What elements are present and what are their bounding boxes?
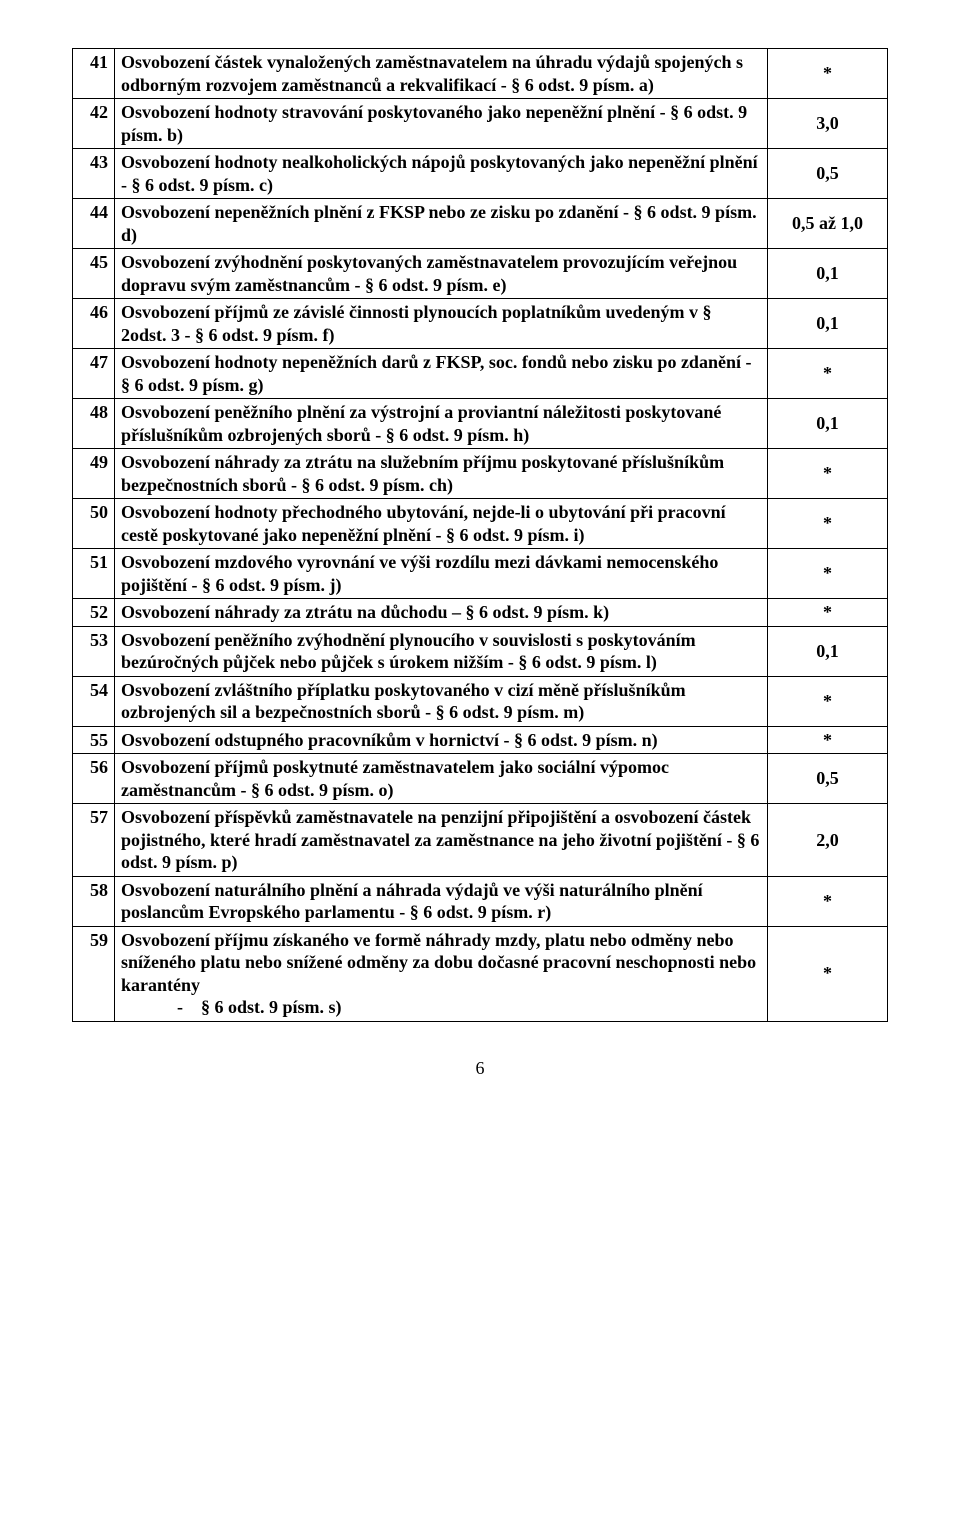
row-number: 58 <box>73 876 115 926</box>
row-description: Osvobození příjmů poskytnuté zaměstnavat… <box>115 754 768 804</box>
row-value: * <box>768 449 888 499</box>
row-value: 0,5 <box>768 149 888 199</box>
row-value: 0,1 <box>768 299 888 349</box>
row-number: 45 <box>73 249 115 299</box>
table-row: 43Osvobození hodnoty nealkoholických náp… <box>73 149 888 199</box>
row-value: 0,1 <box>768 249 888 299</box>
row-value: * <box>768 676 888 726</box>
row-number: 41 <box>73 49 115 99</box>
row-description: Osvobození náhrady za ztrátu na služební… <box>115 449 768 499</box>
page-number: 6 <box>72 1058 888 1079</box>
page: 41Osvobození částek vynaložených zaměstn… <box>0 0 960 1119</box>
table-row: 41Osvobození částek vynaložených zaměstn… <box>73 49 888 99</box>
row-description: Osvobození příspěvků zaměstnavatele na p… <box>115 804 768 877</box>
row-value: 0,1 <box>768 626 888 676</box>
row-number: 42 <box>73 99 115 149</box>
row-number: 44 <box>73 199 115 249</box>
row-value: 0,5 až 1,0 <box>768 199 888 249</box>
row-value: * <box>768 49 888 99</box>
row-number: 46 <box>73 299 115 349</box>
row-description: Osvobození částek vynaložených zaměstnav… <box>115 49 768 99</box>
row-number: 54 <box>73 676 115 726</box>
table-row: 59Osvobození příjmu získaného ve formě n… <box>73 926 888 1021</box>
row-number: 57 <box>73 804 115 877</box>
table-row: 55Osvobození odstupného pracovníkům v ho… <box>73 726 888 754</box>
row-value: * <box>768 549 888 599</box>
row-number: 51 <box>73 549 115 599</box>
row-number: 43 <box>73 149 115 199</box>
row-value: * <box>768 726 888 754</box>
row-number: 52 <box>73 599 115 627</box>
table-row: 52Osvobození náhrady za ztrátu na důchod… <box>73 599 888 627</box>
table-row: 45Osvobození zvýhodnění poskytovaných za… <box>73 249 888 299</box>
row-number: 49 <box>73 449 115 499</box>
row-number: 59 <box>73 926 115 1021</box>
row-description: Osvobození příjmu získaného ve formě náh… <box>115 926 768 1021</box>
table-row: 42Osvobození hodnoty stravování poskytov… <box>73 99 888 149</box>
row-description: Osvobození hodnoty stravování poskytovan… <box>115 99 768 149</box>
row-number: 48 <box>73 399 115 449</box>
row-description: Osvobození hodnoty nepeněžních darů z FK… <box>115 349 768 399</box>
row-description: Osvobození náhrady za ztrátu na důchodu … <box>115 599 768 627</box>
row-number: 47 <box>73 349 115 399</box>
row-number: 56 <box>73 754 115 804</box>
row-number: 53 <box>73 626 115 676</box>
row-description: Osvobození peněžního zvýhodnění plynoucí… <box>115 626 768 676</box>
table-row: 53Osvobození peněžního zvýhodnění plynou… <box>73 626 888 676</box>
row-value: 3,0 <box>768 99 888 149</box>
table-row: 54Osvobození zvláštního příplatku poskyt… <box>73 676 888 726</box>
exemption-table: 41Osvobození částek vynaložených zaměstn… <box>72 48 888 1022</box>
row-value: * <box>768 926 888 1021</box>
row-value: * <box>768 876 888 926</box>
row-description: Osvobození hodnoty nealkoholických nápoj… <box>115 149 768 199</box>
table-row: 44Osvobození nepeněžních plnění z FKSP n… <box>73 199 888 249</box>
row-value: 0,1 <box>768 399 888 449</box>
row-description: Osvobození peněžního plnění za výstrojní… <box>115 399 768 449</box>
row-description: Osvobození odstupného pracovníkům v horn… <box>115 726 768 754</box>
row-description: Osvobození nepeněžních plnění z FKSP neb… <box>115 199 768 249</box>
table-row: 50Osvobození hodnoty přechodného ubytová… <box>73 499 888 549</box>
table-row: 49Osvobození náhrady za ztrátu na služeb… <box>73 449 888 499</box>
row-description: Osvobození hodnoty přechodného ubytování… <box>115 499 768 549</box>
row-value: 0,5 <box>768 754 888 804</box>
row-description: Osvobození naturálního plnění a náhrada … <box>115 876 768 926</box>
table-row: 48Osvobození peněžního plnění za výstroj… <box>73 399 888 449</box>
row-value: * <box>768 349 888 399</box>
row-description: Osvobození zvýhodnění poskytovaných zamě… <box>115 249 768 299</box>
table-row: 57Osvobození příspěvků zaměstnavatele na… <box>73 804 888 877</box>
table-row: 56Osvobození příjmů poskytnuté zaměstnav… <box>73 754 888 804</box>
table-row: 46Osvobození příjmů ze závislé činnosti … <box>73 299 888 349</box>
row-value: * <box>768 499 888 549</box>
row-value: * <box>768 599 888 627</box>
row-number: 55 <box>73 726 115 754</box>
table-row: 51Osvobození mzdového vyrovnání ve výši … <box>73 549 888 599</box>
table-row: 58Osvobození naturálního plnění a náhrad… <box>73 876 888 926</box>
row-description: Osvobození mzdového vyrovnání ve výši ro… <box>115 549 768 599</box>
row-number: 50 <box>73 499 115 549</box>
row-description: Osvobození zvláštního příplatku poskytov… <box>115 676 768 726</box>
row-value: 2,0 <box>768 804 888 877</box>
row-description: Osvobození příjmů ze závislé činnosti pl… <box>115 299 768 349</box>
table-row: 47Osvobození hodnoty nepeněžních darů z … <box>73 349 888 399</box>
